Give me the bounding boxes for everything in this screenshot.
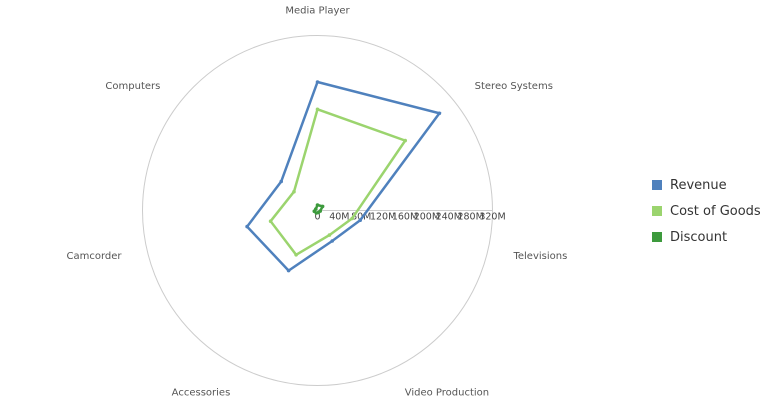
- category-label-media-player: Media Player: [285, 6, 350, 17]
- category-label-video-production: Video Production: [405, 388, 489, 399]
- category-label-stereo-systems: Stereo Systems: [475, 81, 553, 92]
- data-point-revenue-media-player[interactable]: [315, 80, 320, 84]
- data-point-cost-of-goods-media-player[interactable]: [315, 107, 320, 112]
- data-point-cost-of-goods-accessories[interactable]: [294, 253, 298, 257]
- category-label-accessories: Accessories: [172, 388, 231, 399]
- legend-label: Cost of Goods: [670, 203, 761, 219]
- legend-swatch: [652, 206, 662, 216]
- legend-swatch: [652, 180, 662, 190]
- category-labels: Media Player Stereo Systems Televisions Vid…: [67, 6, 568, 399]
- category-label-televisions: Televisions: [512, 251, 567, 262]
- tick-label-40m: 40M: [329, 212, 349, 223]
- tick-label-0: 0: [314, 212, 320, 223]
- legend-item-revenue[interactable]: Revenue: [652, 172, 761, 198]
- legend-label: Revenue: [670, 177, 727, 193]
- series-cost-of-goods[interactable]: [269, 107, 408, 257]
- data-point-discount-stereo-systems[interactable]: [320, 204, 325, 209]
- data-point-revenue-video-production[interactable]: [330, 239, 335, 243]
- legend: Revenue Cost of Goods Discount: [652, 172, 761, 250]
- data-point-revenue-accessories[interactable]: [286, 268, 291, 273]
- data-point-revenue-camcorder[interactable]: [245, 224, 249, 229]
- legend-label: Discount: [670, 229, 728, 245]
- data-point-discount-computers[interactable]: [314, 207, 318, 211]
- category-label-camcorder: Camcorder: [67, 251, 123, 262]
- data-point-cost-of-goods-camcorder[interactable]: [268, 219, 273, 223]
- legend-swatch: [652, 232, 662, 242]
- data-point-cost-of-goods-video-production[interactable]: [327, 233, 332, 237]
- data-point-cost-of-goods-computers[interactable]: [292, 189, 296, 194]
- series-revenue[interactable]: [245, 80, 442, 273]
- data-point-revenue-televisions[interactable]: [358, 218, 363, 222]
- legend-item-cost-of-goods[interactable]: Cost of Goods: [652, 198, 761, 224]
- tick-label-280m: 280M: [457, 212, 483, 223]
- tick-label-120m: 120M: [370, 212, 396, 223]
- data-point-discount-media-player[interactable]: [315, 203, 320, 207]
- data-point-cost-of-goods-televisions[interactable]: [350, 216, 355, 221]
- legend-item-discount[interactable]: Discount: [652, 224, 761, 250]
- data-point-revenue-computers[interactable]: [279, 179, 284, 184]
- tick-label-200m: 200M: [414, 212, 440, 223]
- data-point-cost-of-goods-stereo-systems[interactable]: [403, 138, 408, 143]
- tick-label-160m: 160M: [392, 212, 418, 223]
- tick-label-320m: 320M: [479, 212, 505, 223]
- category-label-computers: Computers: [105, 81, 160, 92]
- data-point-revenue-stereo-systems[interactable]: [437, 111, 442, 116]
- tick-label-240m: 240M: [436, 212, 462, 223]
- series-polygons: [245, 80, 442, 273]
